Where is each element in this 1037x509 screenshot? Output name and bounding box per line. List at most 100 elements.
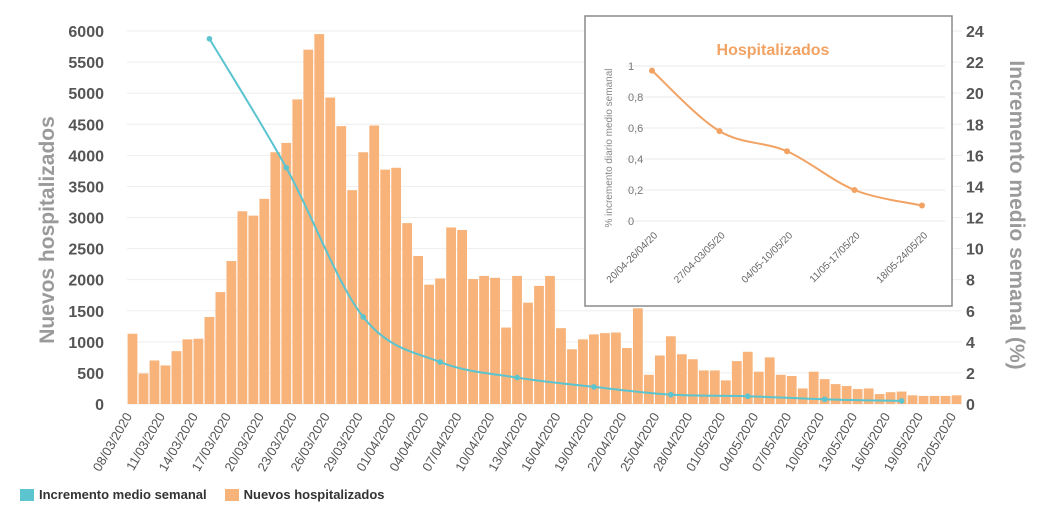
bar: [632, 308, 643, 404]
y2-tick-label: 18: [966, 117, 984, 134]
bar: [468, 279, 478, 404]
bar: [797, 388, 808, 404]
left-y-axis-label: Nuevos hospitalizados: [36, 116, 59, 344]
bar: [303, 49, 314, 405]
bar: [742, 351, 753, 404]
bar: [654, 355, 665, 404]
bar: [160, 365, 171, 404]
bar: [775, 374, 786, 404]
bar: [885, 392, 896, 404]
bar: [611, 332, 621, 404]
bar: [567, 349, 577, 404]
bar: [643, 374, 654, 404]
bar: [687, 359, 698, 404]
bar: [589, 334, 599, 404]
line-point: [360, 314, 367, 320]
bar: [171, 351, 182, 404]
bar: [852, 389, 863, 404]
bar: [534, 285, 544, 404]
bar: [479, 275, 489, 404]
inset-y-axis-label: % incremento diario medio semanal: [604, 69, 615, 228]
bar: [446, 227, 457, 404]
bar: [940, 395, 951, 404]
bar: [215, 292, 226, 404]
bar: [391, 167, 402, 404]
bar: [819, 379, 830, 404]
legend-swatch-bar: [224, 488, 239, 501]
bar: [490, 277, 500, 404]
bar: [182, 339, 193, 404]
bar: [325, 97, 336, 404]
bar: [413, 256, 424, 404]
bar: [127, 333, 138, 404]
inset-y-axis-ticks: 0 0,2 0,4 0,6 0,8 1: [628, 61, 643, 228]
legend-label-line: Incremento medio semanal: [39, 487, 207, 502]
bar: [896, 391, 907, 404]
y2-tick-label: 20: [966, 86, 984, 103]
y-tick-label: 2500: [68, 242, 104, 259]
bar: [622, 348, 632, 404]
line-point: [283, 164, 290, 171]
bar: [193, 338, 204, 404]
bar: [929, 395, 940, 404]
y-tick-label: 500: [77, 366, 104, 383]
inset-line-series: [649, 67, 925, 209]
left-y-axis-ticks: 0 500 1000 1500 2000 2500 3000 3500 4000 4500 5000…: [68, 24, 104, 414]
bar: [578, 339, 588, 404]
inset-y-tick-label: 0,4: [628, 154, 643, 166]
bar: [281, 142, 292, 404]
bar: [830, 384, 841, 404]
bar-series: [127, 34, 962, 405]
y2-tick-label: 10: [966, 242, 984, 259]
line-point: [744, 393, 751, 400]
bar: [248, 215, 259, 404]
line-point: [668, 391, 674, 398]
line-point: [591, 384, 597, 390]
inset-y-tick-label: 0: [628, 216, 634, 228]
legend-swatch-line: [20, 488, 34, 501]
inset-line-point: [649, 67, 655, 74]
bar: [556, 328, 566, 404]
inset-line-point: [919, 202, 925, 209]
bar: [424, 284, 435, 404]
bar: [292, 99, 303, 404]
legend: Incremento medio semanal Nuevos hospital…: [20, 487, 385, 502]
x-axis-ticks: 08/03/202011/03/202014/03/202017/03/2020…: [90, 410, 960, 474]
bar: [698, 370, 709, 404]
bar: [786, 376, 797, 404]
bar: [270, 152, 281, 404]
bar: [259, 198, 270, 404]
bar: [523, 302, 533, 404]
y-tick-label: 3500: [68, 179, 104, 196]
bar: [149, 360, 160, 404]
inset-y-tick-label: 0,8: [628, 92, 643, 104]
legend-label-bar: Nuevos hospitalizados: [243, 487, 385, 502]
inset-y-tick-label: 1: [628, 61, 634, 73]
line-series: [206, 35, 905, 404]
bar: [863, 388, 874, 404]
y-tick-label: 4500: [68, 117, 104, 134]
inset-frame: [584, 15, 953, 307]
bar: [457, 229, 467, 404]
bar: [226, 261, 237, 404]
bar: [764, 357, 775, 404]
line-point: [514, 374, 520, 381]
bar: [676, 354, 687, 404]
line-point: [206, 35, 213, 42]
inset-y-tick-label: 0,6: [628, 123, 643, 135]
y-tick-label: 0: [95, 397, 104, 414]
bar: [512, 275, 522, 404]
inset-chart: Hospitalizados % incremento diario medio…: [584, 15, 953, 307]
y-tick-label: 5500: [68, 55, 104, 72]
line-point: [821, 396, 828, 403]
y-tick-label: 5000: [68, 86, 104, 103]
y-tick-label: 2000: [68, 273, 104, 290]
y-tick-label: 6000: [68, 24, 104, 41]
bar: [665, 336, 676, 404]
bar: [347, 190, 358, 404]
legend-item-line: Incremento medio semanal: [20, 487, 207, 502]
inset-line-point: [716, 128, 723, 135]
inset-title: Hospitalizados: [717, 42, 830, 59]
